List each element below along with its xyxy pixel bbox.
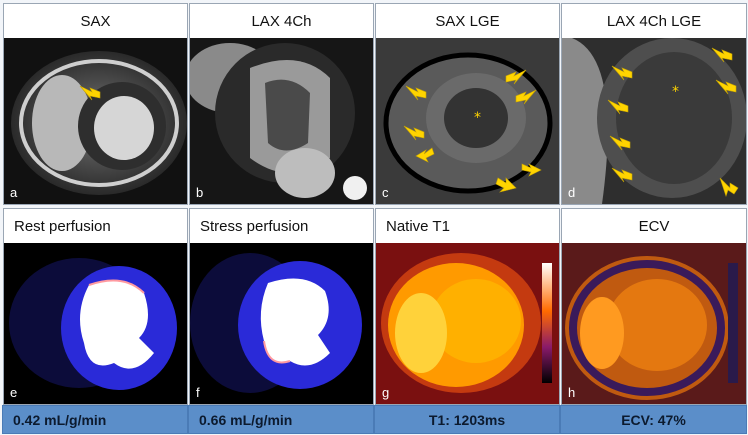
lax-lge-image: * [562, 38, 746, 204]
sax-cine-image [4, 38, 187, 204]
panel-letter: g [382, 385, 390, 400]
arrow-icon [405, 85, 427, 101]
arrow-icon [505, 69, 527, 85]
asterisk-marker: * [672, 84, 679, 100]
arrow-icon [719, 177, 739, 197]
arrow-icon [611, 65, 633, 81]
ecv-map [562, 243, 746, 404]
arrow-icon [403, 125, 425, 141]
sax-lge-image: * [376, 38, 559, 204]
arrow-icon [515, 89, 537, 105]
panel-letter: c [382, 185, 389, 200]
arrow-icon [609, 135, 631, 151]
panel-title: SAX LGE [376, 4, 559, 38]
panel-sax-lge: SAX LGE * c [375, 3, 560, 205]
panel-title: LAX 4Ch [190, 4, 373, 38]
panel-letter: a [10, 185, 18, 200]
panel-lax-4ch: LAX 4Ch b [189, 3, 374, 205]
rest-perfusion-value: 0.42 mL/g/min [2, 405, 188, 434]
arrow-icon [611, 167, 633, 183]
arrow-icon [715, 79, 737, 95]
arrow-icon [521, 163, 542, 177]
panel-stress-perfusion: Stress perfusion f [189, 208, 374, 405]
panel-title: Rest perfusion [4, 209, 187, 243]
panel-rest-perfusion: Rest perfusion e [3, 208, 188, 405]
panel-sax: SAX a [3, 3, 188, 205]
color-scale-bar [728, 263, 738, 383]
panel-ecv: ECV h [561, 208, 747, 405]
native-t1-map [376, 243, 559, 404]
panel-letter: d [568, 185, 576, 200]
panel-title: SAX [4, 4, 187, 38]
panel-title: Stress perfusion [190, 209, 373, 243]
panel-letter: f [196, 385, 200, 400]
color-scale-bar [542, 263, 552, 383]
ecv-value: ECV: 47% [560, 405, 747, 434]
arrow-icon [495, 177, 517, 193]
panel-title: ECV [562, 209, 746, 243]
native-t1-value: T1: 1203ms [374, 405, 560, 434]
stress-perfusion-value: 0.66 mL/g/min [188, 405, 374, 434]
panel-lax-4ch-lge: LAX 4Ch LGE * d [561, 3, 747, 205]
arrow-icon [415, 147, 435, 163]
rest-perfusion-map [4, 243, 187, 404]
asterisk-marker: * [474, 110, 481, 126]
arrow-icon [711, 47, 733, 63]
panel-title: LAX 4Ch LGE [562, 4, 746, 38]
arrow-icon [79, 85, 101, 101]
panel-letter: e [10, 385, 18, 400]
arrow-icon [607, 99, 629, 115]
lax-cine-image [190, 38, 373, 204]
panel-title: Native T1 [376, 209, 559, 243]
panel-letter: h [568, 385, 576, 400]
panel-native-t1: Native T1 g [375, 208, 560, 405]
stress-perfusion-map [190, 243, 373, 404]
panel-letter: b [196, 185, 204, 200]
